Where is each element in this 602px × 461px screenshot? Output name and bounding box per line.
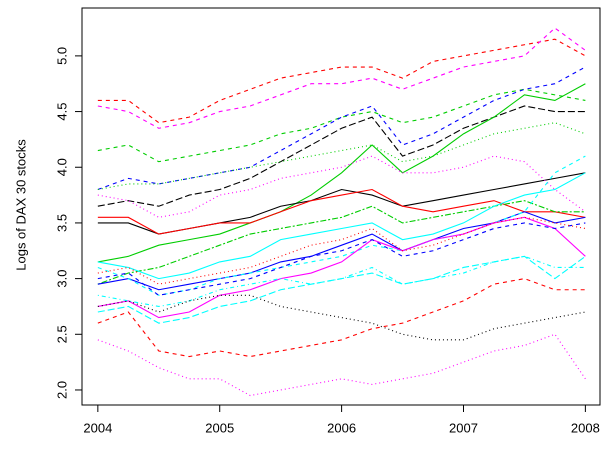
stock-line	[97, 105, 586, 207]
stock-line	[97, 294, 586, 341]
x-tick-label: 2005	[205, 420, 234, 435]
y-tick-label: 2.0	[54, 381, 69, 399]
stock-line	[97, 155, 586, 218]
y-tick-label: 2.5	[54, 325, 69, 343]
stock-line	[97, 222, 586, 296]
stock-line	[97, 216, 586, 319]
stock-line	[97, 88, 586, 163]
stock-line	[97, 255, 586, 324]
stock-line	[97, 333, 586, 397]
x-tick-label: 2006	[327, 420, 356, 435]
y-tick-label: 4.0	[54, 158, 69, 176]
y-tick-label: 3.0	[54, 270, 69, 288]
stock-line	[97, 278, 586, 358]
y-tick-label: 5.0	[54, 47, 69, 65]
y-axis-label: Logs of DAX 30 stocks	[13, 139, 28, 271]
stock-line	[97, 38, 586, 124]
stock-line	[97, 83, 586, 263]
stock-line	[97, 188, 586, 235]
stock-line	[97, 155, 586, 296]
y-tick-label: 4.5	[54, 103, 69, 121]
x-tick-label: 2007	[449, 420, 478, 435]
stock-line	[97, 27, 586, 129]
stock-line	[97, 200, 586, 285]
y-tick-label: 3.5	[54, 214, 69, 232]
stock-line	[97, 172, 586, 280]
stock-line	[97, 122, 586, 191]
plot-box	[81, 7, 601, 406]
x-tick-label: 2004	[83, 420, 112, 435]
x-tick-label: 2008	[571, 420, 600, 435]
